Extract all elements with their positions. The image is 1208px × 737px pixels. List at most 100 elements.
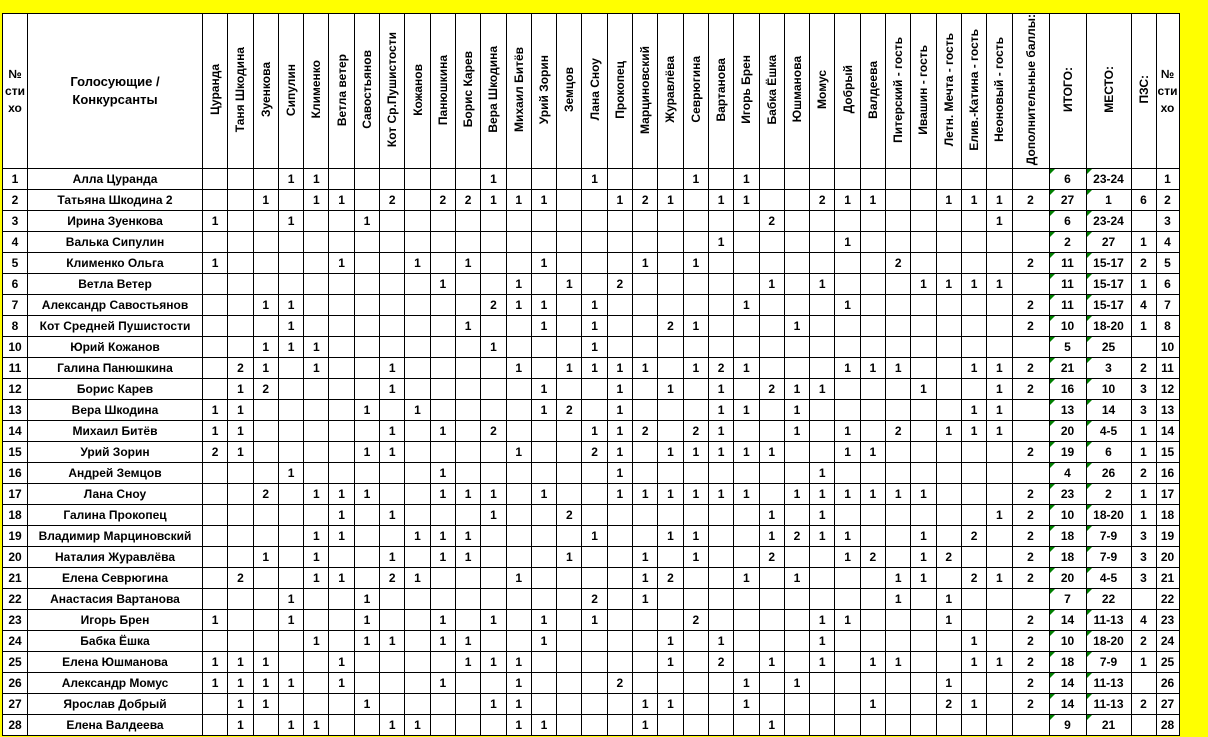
guest-vote-cell: [885, 210, 912, 233]
total-cell: 10: [1048, 630, 1087, 653]
vote-cell: 1: [227, 441, 254, 464]
extra-points-cell: 2: [1011, 294, 1050, 317]
vote-cell: 1: [834, 525, 861, 548]
pzs-cell: [1130, 336, 1157, 359]
vote-cell: [201, 357, 229, 380]
vote-cell: [733, 462, 760, 485]
voter-name: Елена Валдеева: [27, 714, 203, 737]
extra-points-cell: [1011, 588, 1050, 611]
pzs-cell: 1: [1130, 420, 1157, 443]
vote-cell: [682, 336, 709, 359]
guest-vote-cell: [885, 609, 912, 632]
vote-cell: [581, 378, 608, 401]
vote-cell: 1: [783, 672, 811, 695]
vote-cell: [733, 336, 760, 359]
vote-cell: [707, 693, 735, 716]
place-cell: 14: [1085, 399, 1132, 422]
header-contestant: Панюшкина: [429, 12, 456, 170]
row-number: 15: [2, 441, 28, 464]
vote-cell: [581, 273, 608, 296]
vote-cell: 1: [783, 378, 811, 401]
pzs-cell: 6: [1130, 189, 1157, 212]
contestant-name: Клименко: [309, 60, 324, 119]
vote-cell: [556, 336, 583, 359]
vote-cell: 1: [505, 294, 532, 317]
vote-cell: [733, 630, 760, 653]
vote-cell: [277, 693, 305, 716]
guest-name: Летн. Мечта - гость: [941, 32, 956, 147]
vote-cell: [429, 651, 456, 674]
vote-cell: [404, 315, 431, 338]
table-row: 26 Александр Момус 1 1 1 1 1 1 1 2 1 1 1 2 14 11-13 26: [2, 672, 1180, 695]
vote-cell: [657, 168, 684, 191]
vote-cell: [429, 588, 456, 611]
vote-cell: 1: [758, 525, 785, 548]
vote-cell: [252, 210, 279, 233]
vote-cell: 1: [834, 231, 861, 254]
row-number-right: 19: [1155, 525, 1180, 548]
vote-cell: 1: [505, 567, 532, 590]
vote-cell: 1: [606, 462, 634, 485]
vote-cell: [632, 315, 659, 338]
header-contestant: Кот Ср.Пушистости: [379, 12, 406, 170]
extra-points-cell: 2: [1011, 504, 1050, 527]
vote-cell: 1: [783, 483, 811, 506]
vote-cell: 2: [809, 189, 836, 212]
vote-cell: [530, 231, 558, 254]
guest-vote-cell: 1: [986, 357, 1013, 380]
table-row: 5 Клименко Ольга 1 1 1 1 1 1 1 2 2 11 15-17 2 5: [2, 252, 1180, 275]
vote-cell: [606, 714, 634, 737]
pzs-cell: 1: [1130, 441, 1157, 464]
vote-cell: [581, 210, 608, 233]
vote-cell: [404, 420, 431, 443]
vote-cell: 1: [505, 651, 532, 674]
vote-cell: [404, 273, 431, 296]
vote-cell: 1: [632, 588, 659, 611]
vote-cell: [277, 567, 305, 590]
vote-cell: [834, 672, 861, 695]
header-contestant: Кожанов: [404, 12, 431, 170]
vote-cell: [809, 567, 836, 590]
vote-cell: [379, 210, 406, 233]
vote-cell: [809, 693, 836, 716]
vote-cell: 1: [277, 609, 305, 632]
row-number-right: 16: [1155, 462, 1180, 485]
voter-name: Валька Сипулин: [27, 231, 203, 254]
vote-cell: [632, 273, 659, 296]
vote-cell: 1: [809, 378, 836, 401]
vote-cell: [733, 588, 760, 611]
extra-points-cell: 2: [1011, 441, 1050, 464]
row-number: 19: [2, 525, 28, 548]
vote-cell: [404, 441, 431, 464]
vote-cell: 2: [758, 546, 785, 569]
vote-cell: 1: [733, 693, 760, 716]
row-number: 20: [2, 546, 28, 569]
vote-cell: [657, 588, 684, 611]
vote-cell: [303, 588, 330, 611]
header-contestant: Вера Шкодина: [480, 12, 507, 170]
guest-vote-cell: 2: [960, 567, 988, 590]
vote-cell: 1: [657, 378, 684, 401]
vote-cell: 1: [581, 609, 608, 632]
vote-cell: [556, 651, 583, 674]
table-row: 14 Михаил Битёв 1 1 1 1 2 1 1 2 2 1 1 1 2 1 1 1 20 4-5 1 14: [2, 420, 1180, 443]
vote-cell: [201, 588, 229, 611]
vote-cell: [632, 210, 659, 233]
vote-cell: [379, 462, 406, 485]
vote-cell: 1: [303, 714, 330, 737]
header-contestant: Журавлёва: [657, 12, 684, 170]
vote-cell: [834, 399, 861, 422]
vote-cell: 1: [328, 483, 355, 506]
vote-cell: 1: [581, 294, 608, 317]
vote-cell: 1: [303, 546, 330, 569]
row-number: 3: [2, 210, 28, 233]
vote-cell: [201, 231, 229, 254]
vote-cell: 1: [379, 378, 406, 401]
guest-vote-cell: 1: [910, 567, 937, 590]
vote-cell: [454, 462, 482, 485]
vote-cell: [505, 609, 532, 632]
guest-vote-cell: [986, 294, 1013, 317]
vote-cell: 2: [581, 588, 608, 611]
row-number: 26: [2, 672, 28, 695]
vote-cell: 2: [252, 378, 279, 401]
